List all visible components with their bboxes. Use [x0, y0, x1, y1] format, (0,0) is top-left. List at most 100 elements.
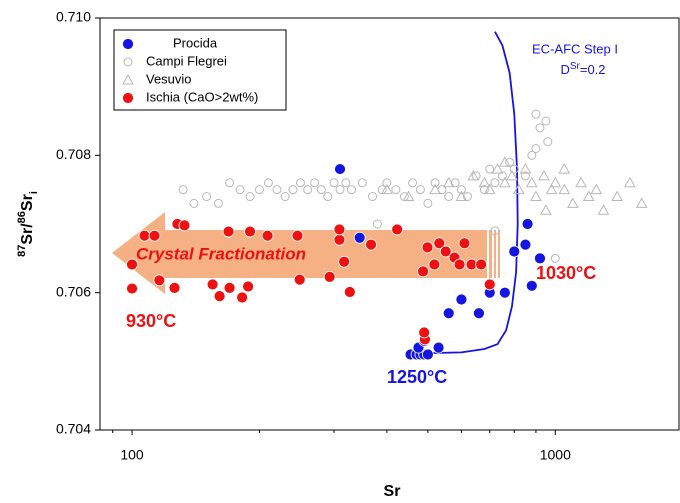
point — [357, 178, 367, 188]
point — [490, 226, 500, 236]
point — [442, 307, 455, 320]
point — [597, 204, 610, 215]
point — [213, 198, 223, 208]
point — [442, 176, 455, 188]
x-tick-label: 1000 — [540, 447, 571, 463]
point — [338, 255, 351, 268]
point — [288, 185, 298, 195]
model-label: EC-AFC Step I — [532, 41, 618, 56]
point — [415, 185, 425, 195]
point — [206, 278, 219, 291]
temp-1030: 1030°C — [536, 263, 596, 283]
point — [545, 183, 558, 195]
point — [538, 169, 550, 181]
point — [540, 204, 552, 215]
point — [353, 231, 366, 244]
point — [558, 183, 571, 195]
point — [126, 282, 138, 295]
point — [421, 348, 434, 361]
point — [458, 237, 471, 250]
point — [333, 233, 346, 246]
point — [213, 290, 226, 303]
point — [623, 176, 636, 188]
point — [453, 258, 466, 271]
legend-marker — [122, 92, 134, 104]
point — [506, 169, 518, 181]
model-curve — [429, 31, 519, 354]
point — [329, 178, 339, 188]
point — [295, 178, 305, 188]
point — [498, 286, 511, 299]
point — [310, 178, 320, 188]
point — [365, 238, 377, 251]
point — [499, 156, 511, 167]
point — [520, 171, 530, 181]
point — [433, 237, 446, 250]
temp-930: 930°C — [126, 311, 176, 331]
d-rest: =0.2 — [580, 62, 606, 77]
point — [499, 176, 511, 188]
point — [244, 225, 256, 238]
point — [432, 341, 445, 354]
point — [456, 185, 466, 195]
fractionation-arrow — [112, 212, 500, 294]
point — [222, 225, 235, 238]
point — [543, 137, 553, 147]
point — [450, 178, 460, 188]
point — [478, 176, 491, 188]
point — [483, 278, 496, 291]
point — [280, 192, 290, 202]
point — [202, 192, 212, 202]
point — [558, 163, 571, 174]
y-label-part: 86 — [16, 211, 28, 223]
point — [381, 183, 393, 195]
point — [341, 178, 351, 188]
point — [508, 245, 521, 258]
point — [391, 185, 401, 195]
y-label-part: Sr/ — [19, 223, 36, 245]
point — [531, 109, 541, 119]
point — [126, 258, 138, 271]
point — [335, 185, 345, 195]
point — [575, 176, 587, 188]
legend-label: Procida — [173, 35, 218, 50]
y-tick-label: 0.708 — [56, 146, 91, 162]
point — [497, 171, 507, 181]
y-label-part: Sr — [19, 194, 36, 211]
point — [550, 253, 560, 263]
legend-marker — [123, 57, 133, 67]
legend-marker — [122, 73, 134, 85]
point — [178, 185, 188, 195]
y-label-part: 87 — [16, 245, 28, 257]
point — [235, 185, 245, 195]
point — [428, 258, 441, 271]
point — [531, 143, 541, 153]
point — [566, 197, 579, 208]
point — [423, 198, 433, 208]
point — [293, 273, 306, 286]
point — [347, 185, 357, 195]
point — [303, 185, 313, 195]
point — [430, 178, 440, 188]
d-sup: Sr — [570, 61, 581, 72]
point — [541, 116, 551, 126]
point — [189, 198, 199, 208]
point — [254, 185, 264, 195]
point — [261, 229, 274, 242]
point — [467, 169, 480, 181]
point — [178, 219, 191, 232]
arrow-stripe — [496, 230, 498, 278]
point — [323, 270, 336, 283]
point — [509, 164, 519, 174]
point — [490, 178, 500, 188]
point — [527, 150, 537, 160]
arrow-stripe — [492, 230, 494, 278]
point — [519, 163, 532, 174]
d-base: D — [560, 62, 569, 77]
x-tick-label: 100 — [120, 447, 144, 463]
point — [223, 281, 236, 294]
y-tick-label: 0.704 — [56, 421, 91, 437]
point — [462, 192, 472, 202]
point — [236, 291, 249, 304]
